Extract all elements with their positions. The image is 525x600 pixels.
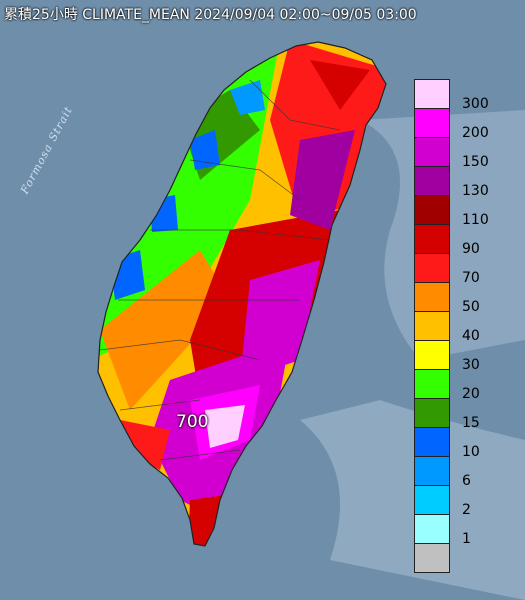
- cloud-patch: [300, 400, 525, 600]
- county-boundaries: [99, 79, 341, 461]
- legend-label: 50: [462, 299, 480, 315]
- legend-swatch: [414, 456, 450, 486]
- legend-label: 15: [462, 415, 480, 431]
- legend-label: 10: [462, 444, 480, 460]
- legend-swatch: [414, 398, 450, 428]
- legend-label: 30: [462, 357, 480, 373]
- peak-rainfall-label: 700: [176, 412, 209, 432]
- map-title: 累積25小時 CLIMATE_MEAN 2024/09/04 02:00~09/…: [4, 7, 417, 23]
- legend-swatch: [414, 514, 450, 544]
- legend-swatch: [414, 311, 450, 341]
- rainfall-legend: [414, 79, 450, 573]
- legend-swatch: [414, 79, 450, 109]
- legend-label: 90: [462, 241, 480, 257]
- legend-swatch: [414, 427, 450, 457]
- legend-swatch: [414, 485, 450, 515]
- legend-label: 130: [462, 183, 489, 199]
- legend-label: 300: [462, 96, 489, 112]
- legend-swatch: [414, 137, 450, 167]
- legend-label: 20: [462, 386, 480, 402]
- legend-swatch: [414, 195, 450, 225]
- legend-label: 40: [462, 328, 480, 344]
- legend-label: 70: [462, 270, 480, 286]
- legend-label: 6: [462, 473, 471, 489]
- legend-swatch: [414, 340, 450, 370]
- legend-label: 1: [462, 531, 471, 547]
- legend-swatch: [414, 369, 450, 399]
- legend-swatch: [414, 108, 450, 138]
- legend-swatch: [414, 543, 450, 573]
- island-outline: [97, 41, 387, 547]
- legend-swatch: [414, 282, 450, 312]
- legend-label: 150: [462, 154, 489, 170]
- legend-label: 110: [462, 212, 489, 228]
- legend-label: 2: [462, 502, 471, 518]
- legend-label: 200: [462, 125, 489, 141]
- legend-swatch: [414, 224, 450, 254]
- legend-swatch: [414, 253, 450, 283]
- legend-swatch: [414, 166, 450, 196]
